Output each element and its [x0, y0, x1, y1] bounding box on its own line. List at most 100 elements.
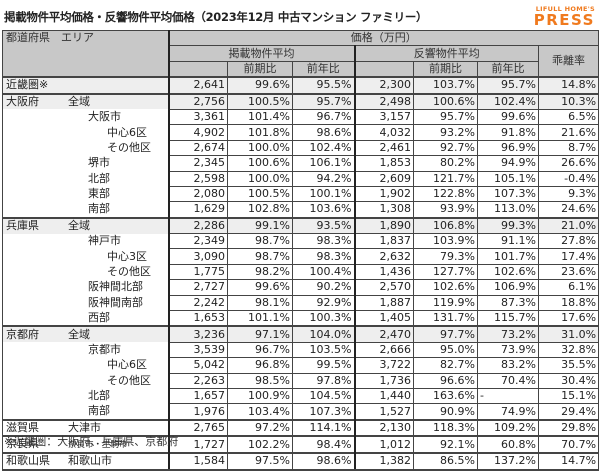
cell-listed-yoy: 98.6% — [292, 124, 356, 141]
cell-inquired-qoq: 93.9% — [413, 201, 478, 219]
cell-listed-price: 1,653 — [168, 310, 228, 327]
table-row: その他区 2,674 100.0% 102.4% 2,461 92.7% 96.9% 8.7% — [2, 139, 600, 157]
cell-listed-yoy: 98.6% — [292, 452, 356, 471]
cell-listed-qoq: 98.7% — [227, 248, 293, 265]
cell-inquired-price: 1,736 — [354, 372, 414, 389]
table-row: 南部 1,976 103.4% 107.3% 1,527 90.9% 74.9% 29.4% — [2, 403, 600, 421]
cell-inquired-qoq: 97.7% — [413, 325, 478, 343]
area-name: 北部 — [88, 389, 110, 403]
area-name: 西部 — [88, 310, 110, 324]
table-body: 近畿圏※ 2,641 99.6% 95.5% 2,300 103.7% 95.7% 14.8%… — [2, 76, 600, 471]
cell-listed-qoq: 103.4% — [227, 403, 293, 421]
area-name: 阪神間北部 — [88, 280, 143, 294]
cell-listed-qoq: 98.7% — [227, 233, 293, 250]
area-name: 中心6区 — [107, 358, 147, 372]
area-name: 阪神間南部 — [88, 295, 143, 309]
cell-listed-price: 3,236 — [168, 325, 228, 343]
cell-inquired-yoy: 102.6% — [477, 263, 539, 281]
table-row: 中心3区 3,090 98.7% 98.3% 2,632 79.3% 101.7% 17.4% — [2, 248, 600, 265]
row-label: 西部 — [2, 310, 170, 327]
cell-listed-price: 3,090 — [168, 248, 228, 265]
cell-inquired-qoq: 121.7% — [413, 170, 478, 187]
cell-inquired-qoq: 92.1% — [413, 435, 478, 454]
table-row: 京都市 3,539 96.7% 103.5% 2,666 95.0% 73.9% 32.8% — [2, 341, 600, 359]
cell-listed-qoq: 96.8% — [227, 357, 293, 374]
cell-gap-rate: 30.4% — [537, 372, 600, 389]
cell-inquired-qoq: 127.7% — [413, 263, 478, 281]
cell-gap-rate: 9.3% — [537, 185, 600, 203]
table-row: 大阪府 全域 2,756 100.5% 95.7% 2,498 100.6% 102.4% 10… — [2, 92, 600, 110]
cell-listed-price: 5,042 — [168, 357, 228, 374]
header-inquired-price — [354, 61, 414, 78]
prefecture-name: 近畿圏※ — [6, 78, 49, 92]
cell-listed-yoy: 97.8% — [292, 372, 356, 389]
cell-listed-qoq: 100.6% — [227, 155, 293, 172]
cell-inquired-qoq: 95.0% — [413, 341, 478, 359]
cell-listed-qoq: 102.8% — [227, 201, 293, 219]
cell-listed-price: 3,361 — [168, 108, 228, 126]
cell-inquired-qoq: 82.7% — [413, 357, 478, 374]
cell-listed-price: 1,976 — [168, 403, 228, 421]
cell-listed-qoq: 97.2% — [227, 418, 293, 437]
cell-inquired-yoy: 73.2% — [477, 325, 539, 343]
cell-inquired-price: 1,853 — [354, 155, 414, 172]
cell-gap-rate: 21.6% — [537, 124, 600, 141]
cell-inquired-yoy: 109.2% — [477, 418, 539, 437]
cell-listed-price: 1,584 — [168, 452, 228, 471]
cell-listed-yoy: 94.2% — [292, 170, 356, 187]
cell-inquired-yoy: 73.9% — [477, 341, 539, 359]
row-label: 兵庫県 全域 — [2, 216, 170, 234]
cell-inquired-yoy: 96.9% — [477, 139, 539, 157]
cell-listed-qoq: 97.5% — [227, 452, 293, 471]
header-listed-price — [168, 61, 228, 78]
price-table: 都道府県 エリア 価格（万円） 掲載物件平均 反響物件平均 乖離率 前期比 前年… — [2, 29, 600, 471]
cell-inquired-price: 2,666 — [354, 341, 414, 359]
cell-gap-rate: 29.4% — [537, 403, 600, 421]
cell-inquired-price: 1,890 — [354, 216, 414, 235]
cell-inquired-price: 2,130 — [354, 418, 414, 437]
cell-inquired-qoq: 131.7% — [413, 310, 478, 327]
cell-inquired-qoq: 102.6% — [413, 279, 478, 296]
cell-listed-yoy: 95.7% — [292, 92, 356, 110]
header-inquired-qoq: 前期比 — [413, 60, 478, 78]
cell-listed-yoy: 98.4% — [292, 435, 356, 454]
cell-listed-price: 2,263 — [168, 372, 228, 389]
cell-inquired-qoq: 90.9% — [413, 403, 478, 421]
cell-listed-price: 1,775 — [168, 263, 228, 281]
cell-listed-price: 2,080 — [168, 185, 228, 203]
row-label: 京都市 — [2, 342, 170, 358]
cell-listed-price: 4,902 — [168, 124, 228, 141]
area-name: 奈良市・生駒市 — [68, 440, 128, 451]
table-row: 北部 2,598 100.0% 94.2% 2,609 121.7% 105.1% -0.4% — [2, 170, 600, 187]
row-label: 南部 — [2, 403, 170, 420]
area-name: 中心6区 — [107, 125, 147, 139]
cell-listed-price: 2,345 — [168, 155, 228, 172]
cell-listed-qoq: 100.0% — [227, 170, 293, 187]
table-row: 南部 1,629 102.8% 103.6% 1,308 93.9% 113.0% 24.6% — [2, 201, 600, 219]
cell-inquired-yoy: 87.3% — [477, 294, 539, 312]
cell-gap-rate: 17.4% — [537, 248, 600, 265]
cell-listed-price: 2,286 — [168, 216, 228, 235]
cell-inquired-price: 3,722 — [354, 357, 414, 374]
cell-listed-qoq: 101.8% — [227, 124, 293, 141]
row-label: 堺市 — [2, 155, 170, 172]
cell-inquired-qoq: 122.8% — [413, 185, 478, 203]
footnote: ※近畿圏：大阪府、兵庫県、京都府 — [4, 435, 179, 448]
table-row: 北部 1,657 100.9% 104.5% 1,440 163.6% -15.1% — [2, 387, 600, 405]
cell-listed-price: 1,629 — [168, 201, 228, 219]
header-listed: 掲載物件平均 — [168, 45, 356, 62]
cell-listed-qoq: 99.6% — [227, 76, 293, 95]
row-label: その他区 — [2, 373, 170, 389]
area-name: 中心3区 — [107, 249, 147, 263]
row-label: 東部 — [2, 186, 170, 202]
table-row: その他区 2,263 98.5% 97.8% 1,736 96.6% 70.4% 30.4% — [2, 372, 600, 389]
cell-gap-rate: 18.8% — [537, 294, 600, 312]
cell-gap-rate: 21.0% — [537, 216, 600, 235]
header-gap: 乖離率 — [537, 45, 600, 78]
cell-gap-rate: 35.5% — [537, 357, 600, 374]
cell-inquired-yoy: 70.4% — [477, 372, 539, 389]
cell-inquired-yoy: - — [477, 387, 539, 405]
cell-inquired-yoy: 115.7% — [477, 310, 539, 327]
cell-inquired-qoq: 106.8% — [413, 216, 478, 235]
cell-listed-yoy: 102.4% — [292, 139, 356, 157]
